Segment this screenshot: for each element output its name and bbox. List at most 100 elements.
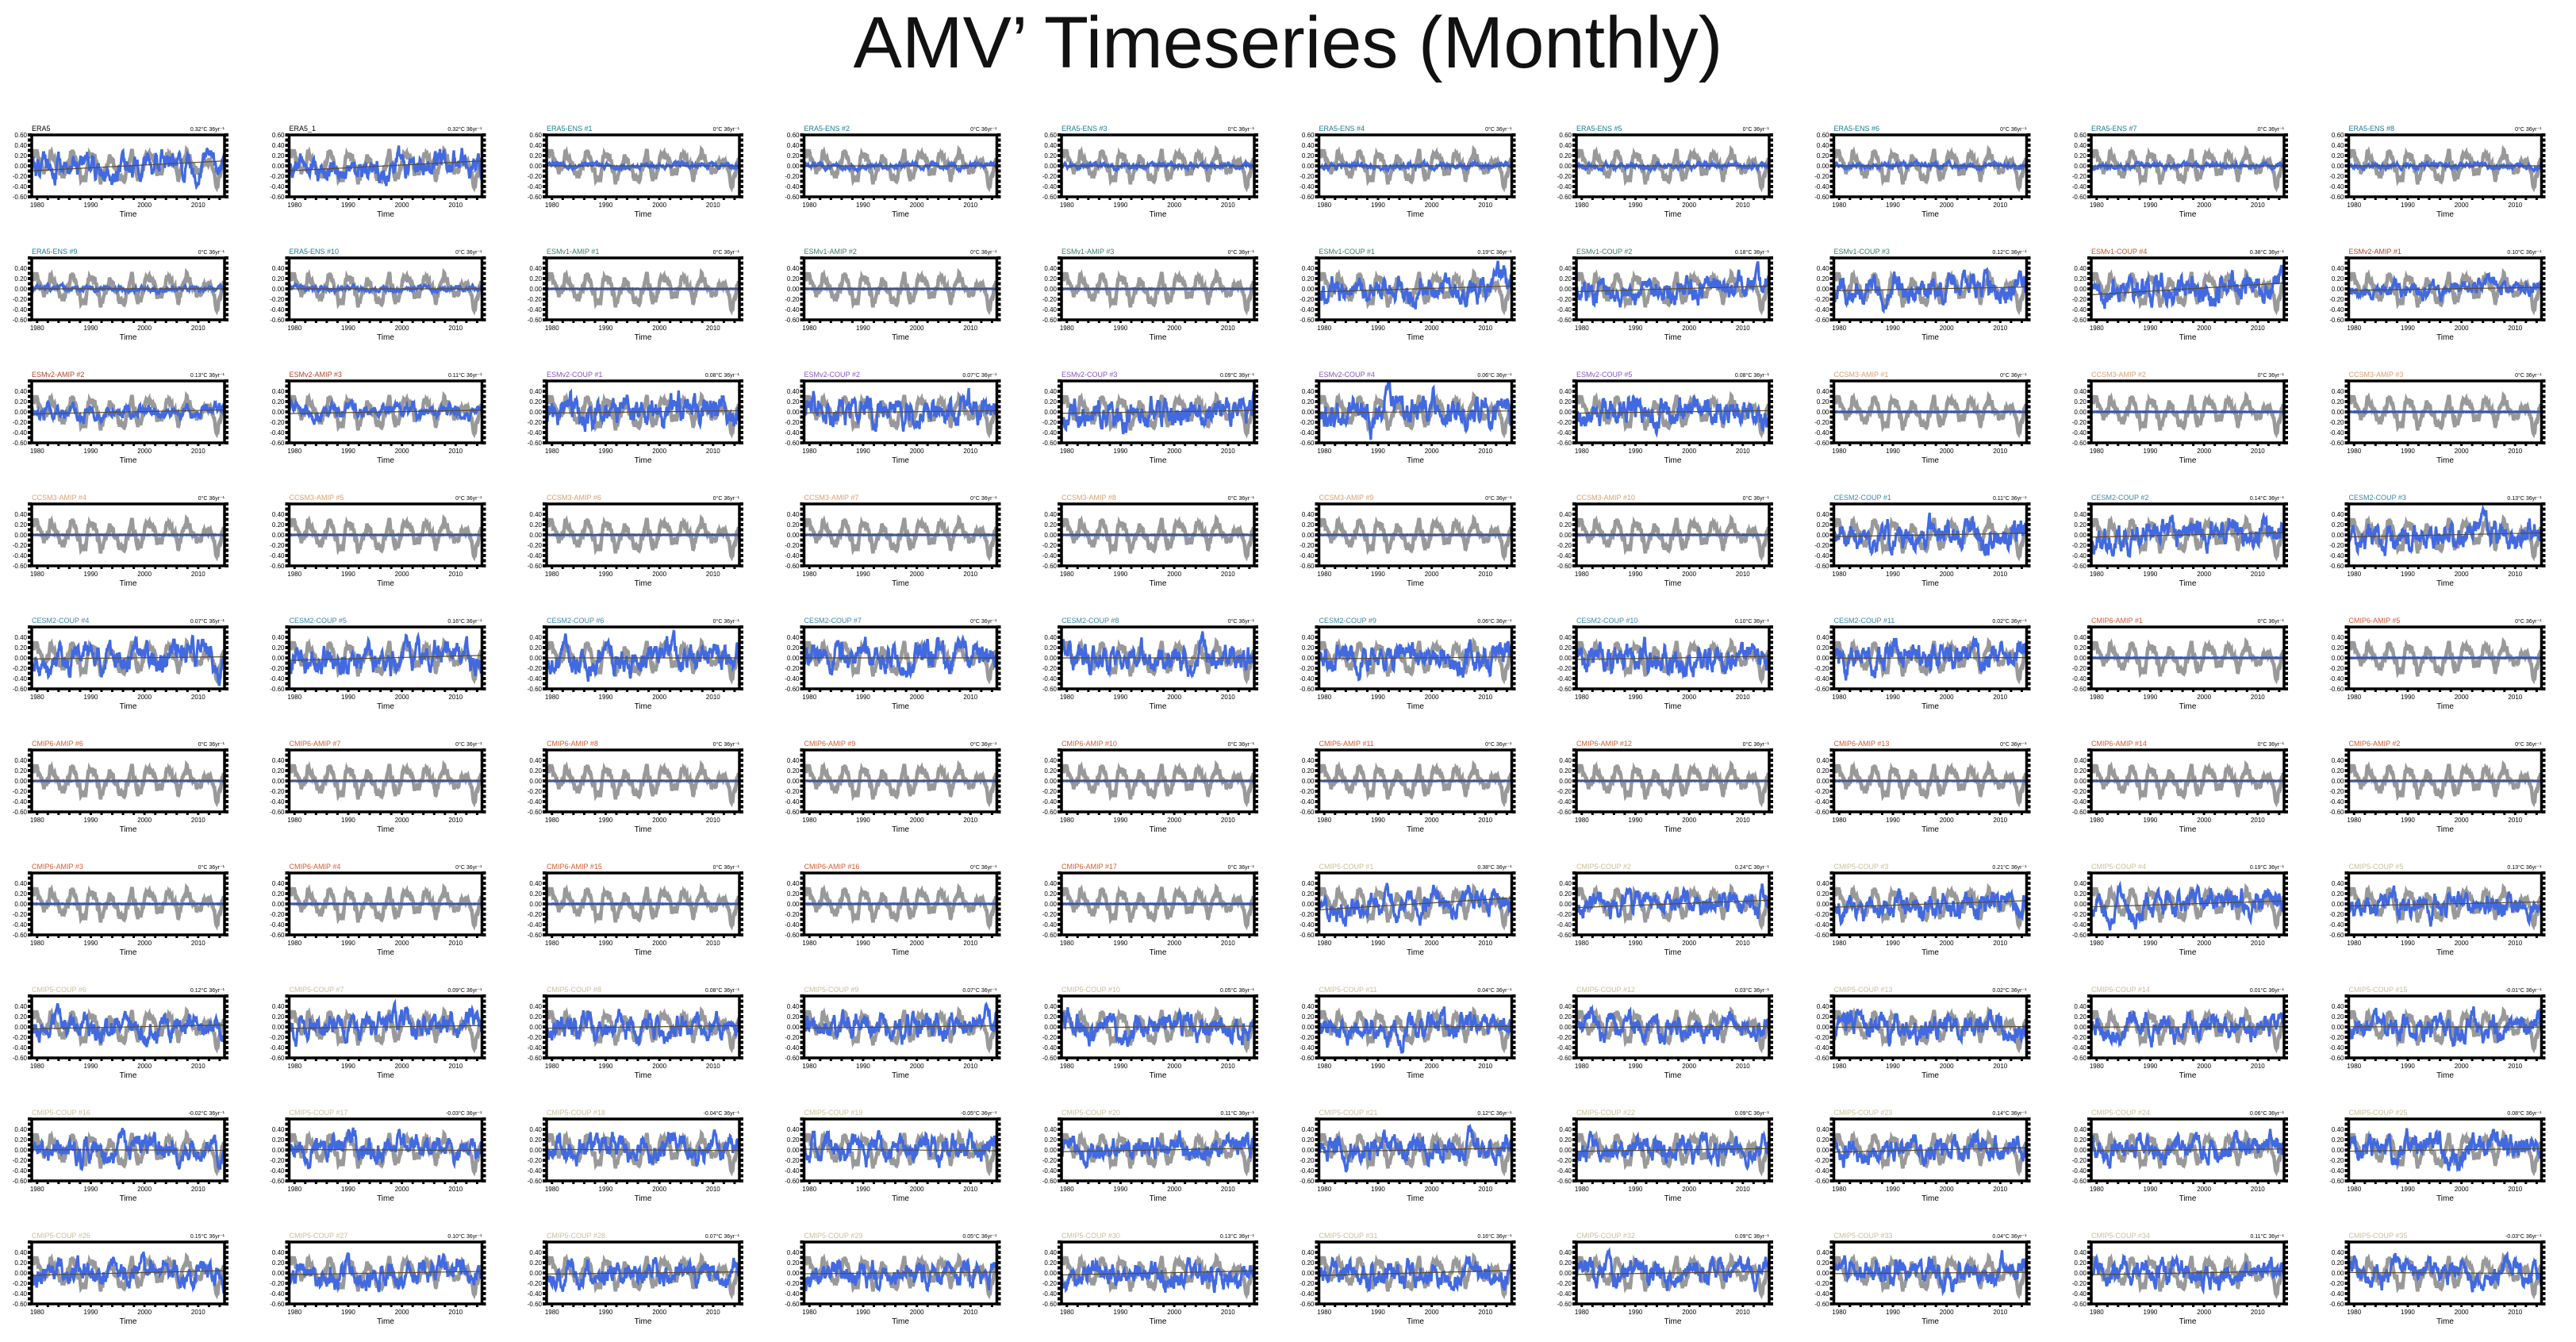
y-tick-mark bbox=[285, 1020, 290, 1024]
y-tick-mark bbox=[2087, 138, 2091, 142]
y-tick-label: 0.00 bbox=[14, 655, 27, 662]
y-tick-mark bbox=[1511, 1015, 1516, 1018]
x-tick-label: 1980 bbox=[1575, 694, 1589, 701]
x-axis-label: Time bbox=[1407, 333, 1424, 342]
x-tick-mark bbox=[1849, 935, 1852, 938]
y-tick-mark bbox=[2087, 640, 2091, 644]
y-tick-label: -0.60 bbox=[2072, 563, 2087, 570]
x-tick-mark bbox=[2363, 812, 2367, 815]
y-tick-mark bbox=[28, 298, 32, 301]
x-tick-mark bbox=[2235, 197, 2238, 200]
y-tick-mark bbox=[2344, 159, 2349, 163]
x-tick-mark bbox=[894, 566, 897, 569]
x-tick-mark bbox=[2010, 320, 2013, 323]
y-tick-label: 0.60 bbox=[787, 132, 800, 139]
x-tick-mark bbox=[304, 443, 307, 446]
x-tick-mark bbox=[658, 320, 661, 323]
y-tick-mark bbox=[800, 302, 804, 306]
x-tick-mark bbox=[1977, 566, 1980, 569]
y-tick-mark bbox=[739, 1051, 743, 1055]
x-tick-mark bbox=[1656, 566, 1659, 569]
y-tick-mark bbox=[800, 169, 804, 173]
x-tick-label: 1980 bbox=[2347, 325, 2361, 332]
y-tick-label: -0.60 bbox=[785, 194, 800, 201]
y-tick-mark bbox=[1058, 630, 1061, 634]
y-tick-mark bbox=[2284, 564, 2288, 567]
x-tick-mark bbox=[1365, 935, 1369, 938]
x-axis-label: Time bbox=[2436, 702, 2454, 711]
x-tick-mark bbox=[2385, 689, 2388, 692]
panel: CESM2-COUP #4 0.07°C 36yr⁻¹0.400.200.00-0… bbox=[13, 617, 228, 711]
y-tick-mark bbox=[2026, 1015, 2031, 1018]
x-tick-mark bbox=[1977, 1058, 1980, 1061]
x-tick-mark bbox=[57, 935, 60, 938]
y-tick-mark bbox=[800, 748, 804, 752]
y-tick-mark bbox=[1572, 1056, 1576, 1059]
x-tick-label: 1980 bbox=[1317, 448, 1331, 455]
x-tick-label: 2000 bbox=[395, 1063, 409, 1070]
x-tick-mark bbox=[2148, 812, 2152, 815]
x-tick-mark bbox=[336, 566, 339, 569]
y-tick-mark bbox=[2026, 779, 2031, 783]
x-tick-mark bbox=[1108, 443, 1111, 446]
x-tick-mark bbox=[422, 566, 425, 569]
x-tick-mark bbox=[2127, 443, 2130, 446]
y-tick-mark bbox=[1315, 913, 1319, 916]
y-tick-mark bbox=[1511, 656, 1516, 659]
y-tick-mark bbox=[1572, 1020, 1576, 1024]
x-tick-label: 2010 bbox=[1993, 817, 2007, 824]
y-tick-label: -0.20 bbox=[1300, 788, 1315, 795]
y-tick-mark bbox=[2087, 405, 2091, 409]
y-tick-mark bbox=[1769, 784, 1773, 788]
x-tick-mark bbox=[604, 566, 607, 569]
y-tick-mark bbox=[1829, 661, 1834, 665]
panel: CESM2-COUP #6 0°C 36yr⁻¹0.400.200.00-0.20… bbox=[528, 617, 743, 711]
x-tick-label: 1990 bbox=[1114, 202, 1128, 209]
y-tick-mark bbox=[2087, 1046, 2091, 1049]
x-tick-mark bbox=[218, 197, 221, 200]
y-tick-mark bbox=[2026, 308, 2031, 311]
y-tick-mark bbox=[1058, 298, 1061, 301]
y-tick-mark bbox=[2344, 308, 2349, 311]
y-tick-mark bbox=[482, 913, 486, 916]
x-tick-mark bbox=[937, 689, 940, 692]
y-tick-mark bbox=[1829, 190, 1834, 194]
y-tick-mark bbox=[2541, 195, 2546, 198]
x-tick-mark bbox=[304, 1058, 307, 1061]
x-tick-mark bbox=[1087, 689, 1090, 692]
x-tick-mark bbox=[1473, 689, 1476, 692]
y-tick-mark bbox=[28, 646, 32, 649]
x-tick-mark bbox=[357, 689, 360, 692]
y-tick-mark bbox=[1254, 661, 1258, 665]
y-tick-mark bbox=[1829, 1020, 1834, 1024]
y-tick-mark bbox=[1315, 640, 1319, 644]
y-tick-mark bbox=[996, 441, 1001, 444]
y-tick-mark bbox=[800, 190, 804, 194]
y-tick-mark bbox=[2284, 138, 2288, 142]
y-tick-mark bbox=[482, 994, 486, 998]
x-tick-mark bbox=[475, 812, 478, 815]
x-tick-mark bbox=[1720, 1058, 1723, 1061]
x-tick-mark bbox=[2267, 197, 2270, 200]
y-tick-mark bbox=[1254, 790, 1258, 793]
x-tick-mark bbox=[1645, 935, 1648, 938]
model-series-line bbox=[1575, 261, 1771, 308]
x-tick-mark bbox=[2010, 812, 2013, 815]
y-tick-mark bbox=[1769, 256, 1773, 260]
y-tick-mark bbox=[2087, 261, 2091, 265]
x-tick-mark bbox=[1227, 812, 1230, 815]
y-tick-mark bbox=[739, 682, 743, 686]
y-tick-mark bbox=[225, 671, 228, 675]
x-tick-label: 2010 bbox=[191, 571, 205, 578]
x-axis-label: Time bbox=[1664, 333, 1682, 342]
x-axis-label: Time bbox=[2436, 579, 2454, 588]
x-tick-mark bbox=[1998, 197, 2002, 200]
y-tick-mark bbox=[1572, 753, 1576, 757]
x-tick-mark bbox=[1967, 320, 1970, 323]
panel: CMIP6-AMIP #4 0°C 36yr⁻¹0.400.200.00-0.20… bbox=[270, 863, 486, 957]
y-tick-mark bbox=[2284, 651, 2288, 655]
x-tick-label: 1990 bbox=[2144, 571, 2158, 578]
x-tick-mark bbox=[701, 1058, 704, 1061]
y-tick-mark bbox=[482, 687, 486, 690]
x-tick-mark bbox=[475, 320, 478, 323]
